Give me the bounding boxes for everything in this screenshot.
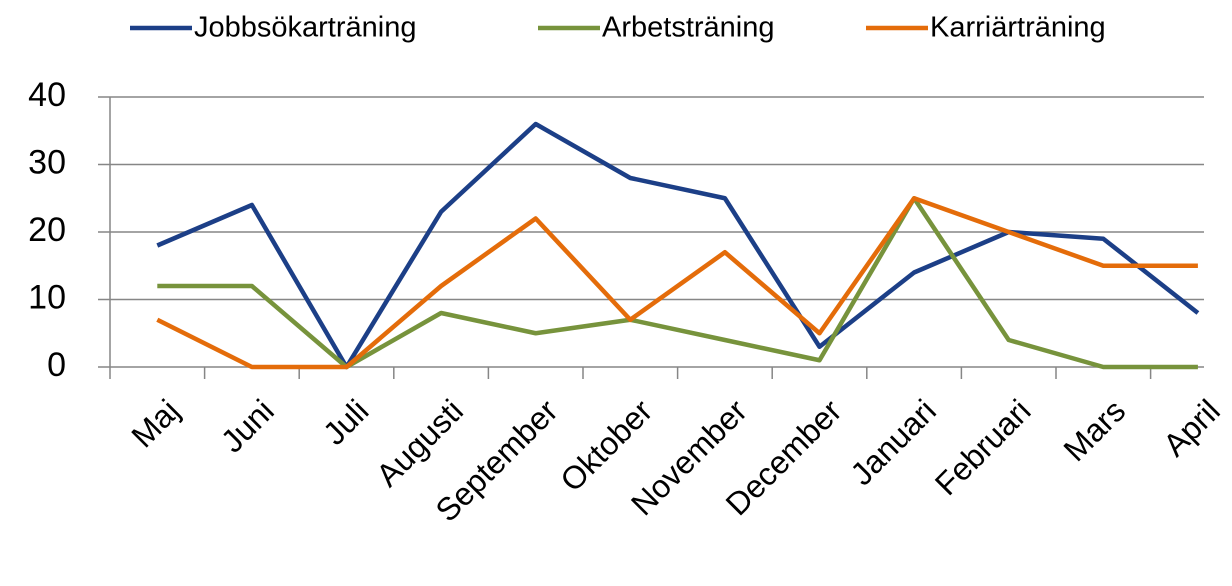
legend-label: Karriärträning bbox=[930, 12, 1106, 44]
x-tick-label: Maj bbox=[124, 392, 186, 454]
series-line bbox=[156, 121, 1200, 370]
y-tick-label: 10 bbox=[28, 278, 66, 316]
x-tick-label: Juni bbox=[214, 392, 281, 459]
y-tick-label: 0 bbox=[47, 346, 66, 384]
y-tick-label: 20 bbox=[28, 211, 66, 249]
series-line bbox=[157, 196, 1198, 370]
x-tick-label: Februari bbox=[928, 392, 1038, 502]
series-line bbox=[156, 196, 1198, 370]
legend-label: Jobbsökarträning bbox=[194, 12, 416, 44]
y-tick-label: 30 bbox=[28, 143, 66, 181]
x-tick-label: Juli bbox=[316, 392, 375, 451]
y-tick-label: 40 bbox=[28, 76, 66, 114]
x-tick-label: Mars bbox=[1056, 392, 1132, 468]
x-tick-label: April bbox=[1156, 392, 1227, 463]
legend-label: Arbetsträning bbox=[602, 12, 775, 44]
